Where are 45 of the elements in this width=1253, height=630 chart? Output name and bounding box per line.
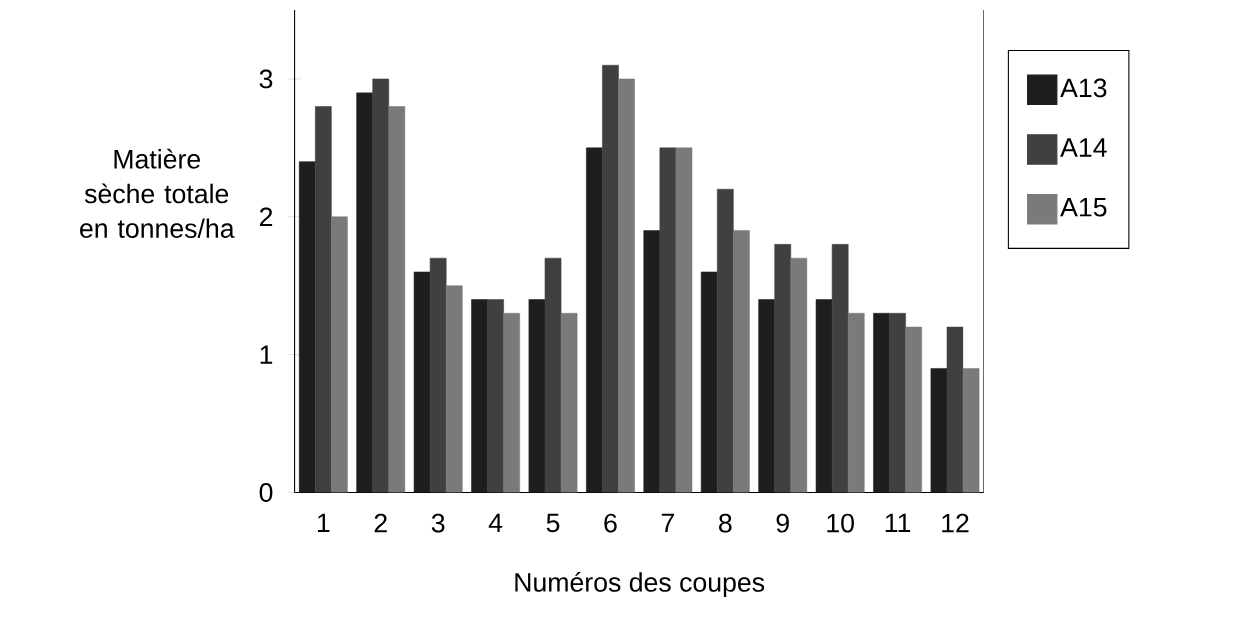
x-tick-label: 5 bbox=[546, 513, 560, 533]
legend-label: A14 bbox=[1060, 138, 1107, 157]
bar bbox=[946, 326, 964, 493]
bar bbox=[429, 257, 447, 493]
bar bbox=[930, 368, 948, 493]
bar bbox=[298, 161, 316, 493]
bar bbox=[758, 299, 775, 493]
bar bbox=[544, 257, 562, 493]
x-tick-label: 7 bbox=[661, 513, 674, 533]
x-tick-label: 2 bbox=[374, 513, 387, 533]
bar bbox=[774, 244, 792, 493]
bar bbox=[889, 313, 906, 493]
x-tick-label: 12 bbox=[942, 513, 969, 533]
bar bbox=[873, 313, 890, 493]
bar bbox=[528, 299, 546, 493]
y-tick-label: 2 bbox=[259, 207, 273, 227]
bar bbox=[831, 244, 849, 493]
x-tick-label: 8 bbox=[719, 513, 732, 533]
x-tick-label: 4 bbox=[488, 513, 503, 533]
y-axis-title: Matière sèche totale en tonnes/ha bbox=[80, 148, 235, 239]
bar bbox=[586, 147, 603, 493]
bar bbox=[659, 147, 677, 493]
x-tick-label: 6 bbox=[604, 513, 617, 533]
x-tick-label: 9 bbox=[776, 513, 789, 533]
x-axis-title: Numéros des coupes bbox=[515, 572, 765, 598]
bar bbox=[602, 64, 619, 493]
legend-label: A13 bbox=[1060, 78, 1107, 98]
bar bbox=[700, 271, 718, 493]
x-tick-label: 11 bbox=[885, 513, 911, 533]
x-tick-label: 1 bbox=[317, 513, 330, 533]
y-tick-label: 0 bbox=[259, 483, 273, 503]
y-tick-label: 3 bbox=[259, 69, 273, 89]
x-tick-label: 3 bbox=[431, 513, 445, 533]
bar bbox=[413, 271, 431, 493]
bar bbox=[315, 106, 332, 493]
y-tick-label: 1 bbox=[260, 345, 273, 364]
bar bbox=[643, 230, 661, 493]
bar bbox=[815, 299, 833, 493]
bar bbox=[372, 78, 390, 493]
bar bbox=[487, 299, 504, 493]
legend-label: A15 bbox=[1060, 198, 1107, 217]
bar bbox=[356, 92, 373, 493]
x-tick-label: 10 bbox=[827, 513, 854, 533]
bar bbox=[716, 189, 734, 493]
bar bbox=[471, 299, 488, 493]
